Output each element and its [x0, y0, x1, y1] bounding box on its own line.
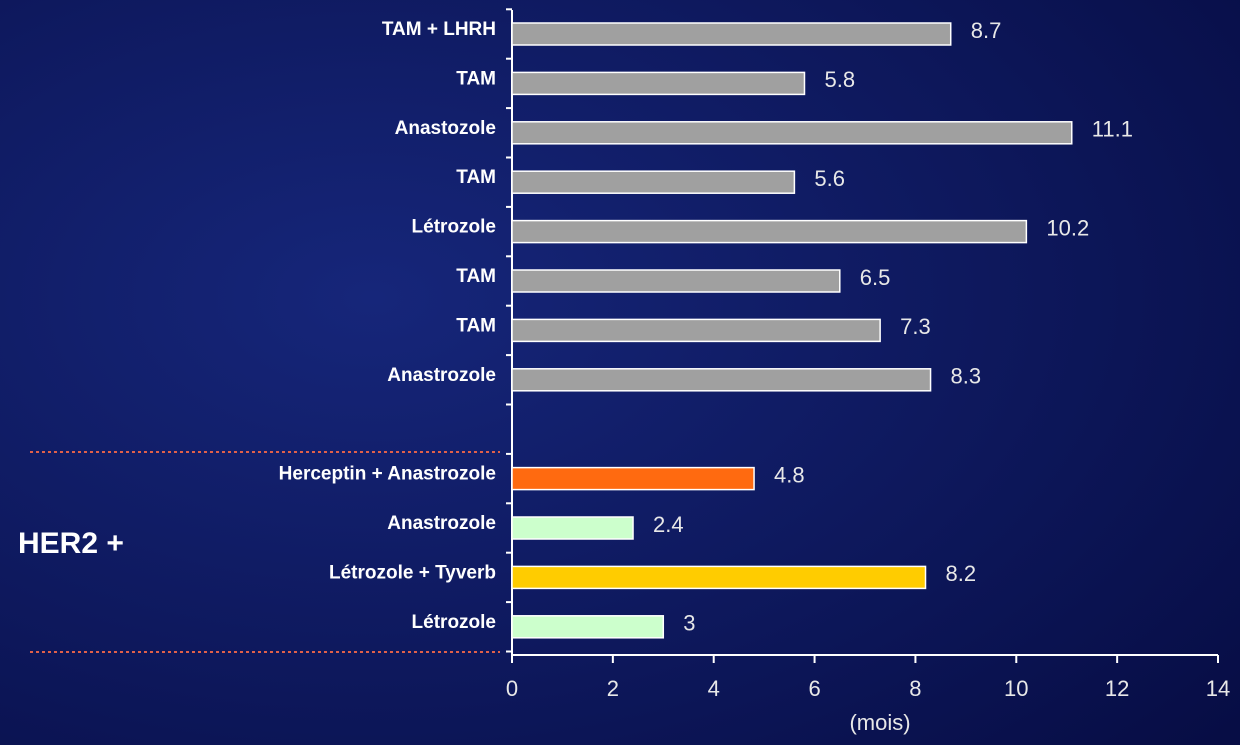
y-tick-label: TAM	[456, 167, 496, 188]
value-label: 8.2	[946, 561, 977, 586]
x-tick-label: 14	[1206, 676, 1230, 701]
y-tick-label: Herceptin + Anastrozole	[279, 464, 496, 485]
bar	[511, 318, 881, 343]
y-tick-label: TAM	[456, 315, 496, 336]
bar	[511, 516, 634, 540]
value-label: 8.7	[971, 18, 1002, 43]
y-tick-label: TAM	[456, 266, 496, 287]
value-label: 3	[683, 611, 695, 636]
value-label: 10.2	[1046, 215, 1089, 240]
x-tick-label: 6	[808, 676, 820, 701]
y-tick-label: Anastrozole	[387, 513, 496, 534]
x-tick-label: 12	[1105, 676, 1129, 701]
y-tick-label: Létrozole + Tyverb	[329, 562, 496, 583]
value-label: 4.8	[774, 462, 805, 487]
x-tick-label: 0	[506, 676, 518, 701]
y-tick-label: TAM	[456, 68, 496, 89]
y-tick-label: TAM + LHRH	[382, 19, 496, 40]
bar	[511, 71, 806, 96]
y-tick-label: Anastozole	[395, 118, 496, 139]
bar	[511, 170, 796, 194]
y-tick-label: Létrozole	[412, 612, 496, 633]
y-tick-label: Létrozole	[412, 217, 496, 238]
value-label: 6.5	[860, 265, 891, 290]
bar	[511, 368, 932, 392]
bar	[511, 615, 665, 639]
bar	[511, 269, 841, 293]
value-label: 5.8	[824, 67, 855, 92]
value-label: 8.3	[951, 364, 982, 389]
value-label: 5.6	[814, 166, 845, 191]
value-label: 11.1	[1092, 117, 1133, 142]
value-label: 7.3	[900, 314, 931, 339]
value-label: 2.4	[653, 512, 684, 537]
x-tick-label: 2	[607, 676, 619, 701]
x-tick-label: 8	[909, 676, 921, 701]
bar	[511, 466, 755, 491]
bar	[511, 121, 1073, 145]
x-tick-label: 4	[708, 676, 720, 701]
y-tick-label: Anastrozole	[387, 365, 496, 386]
annotation: HER2 +	[18, 527, 124, 560]
bar	[511, 565, 927, 590]
x-axis-label: (mois)	[849, 710, 910, 735]
bar	[511, 22, 952, 46]
bar	[511, 219, 1028, 244]
x-tick-label: 10	[1004, 676, 1028, 701]
